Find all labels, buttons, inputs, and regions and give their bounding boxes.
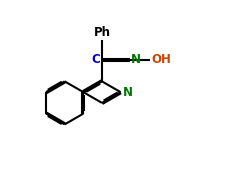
Text: N: N bbox=[123, 86, 133, 99]
Text: C: C bbox=[92, 53, 101, 66]
Text: N: N bbox=[131, 53, 141, 66]
Text: OH: OH bbox=[151, 53, 171, 66]
Text: Ph: Ph bbox=[93, 26, 110, 39]
